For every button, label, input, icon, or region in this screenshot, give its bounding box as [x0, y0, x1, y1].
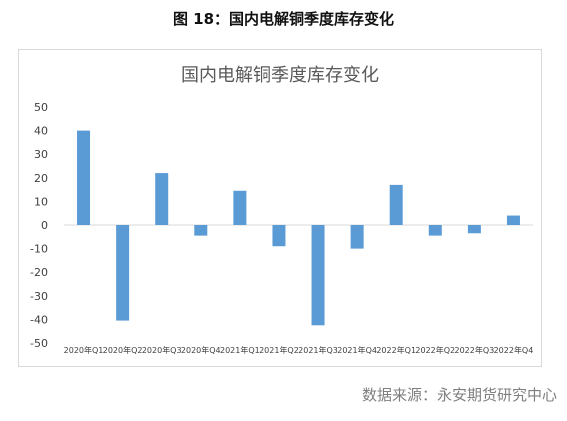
- bar-2022年Q1: [389, 184, 403, 225]
- bar-2020年Q4: [194, 225, 208, 236]
- y-tick-label: -30: [30, 290, 48, 303]
- bar-2021年Q4: [350, 225, 364, 249]
- y-tick-label: 30: [34, 148, 48, 161]
- bar-2022年Q2: [428, 225, 442, 236]
- y-tick-label: -20: [30, 266, 48, 279]
- bar-2022年Q4: [506, 215, 520, 225]
- x-tick-label: 2020年Q2: [103, 345, 143, 355]
- y-tick-label: 0: [41, 219, 48, 232]
- x-tick-label: 2021年Q4: [337, 345, 377, 355]
- chart-container: 国内电解铜季度库存变化 50 40 30 20 10 0 -10 -20 -30 -40 -50 20…: [18, 49, 542, 367]
- bar-chart: 50 40 30 20 10 0 -10 -20 -30 -40 -50 2020年Q1 2020年Q2…: [30, 101, 534, 355]
- x-tick-label: 2021年Q2: [259, 345, 299, 355]
- y-tick-label: -40: [30, 313, 48, 326]
- x-tick-label: 2022年Q2: [415, 345, 455, 355]
- x-tick-label: 2022年Q1: [376, 345, 416, 355]
- y-tick-label: -10: [30, 243, 48, 256]
- y-tick-label: 40: [34, 125, 48, 138]
- bar-2020年Q2: [116, 225, 130, 321]
- bar-2020年Q1: [77, 130, 91, 225]
- x-tick-label: 2021年Q3: [298, 345, 338, 355]
- bar-2022年Q3: [467, 225, 481, 234]
- chart-title: 国内电解铜季度库存变化: [181, 65, 379, 86]
- x-tick-label: 2020年Q1: [64, 345, 104, 355]
- x-tick-label: 2021年Q1: [220, 345, 260, 355]
- y-tick-label: -50: [30, 337, 48, 350]
- figure-caption: 图 18：国内电解铜季度库存变化: [172, 10, 395, 28]
- bar-2021年Q3: [311, 225, 325, 326]
- y-tick-label: 10: [34, 195, 48, 208]
- x-tick-label: 2020年Q3: [142, 345, 182, 355]
- bar-2020年Q3: [155, 173, 169, 225]
- bar-2021年Q2: [272, 225, 286, 247]
- x-tick-label: 2022年Q4: [494, 345, 534, 355]
- y-tick-label: 50: [34, 101, 48, 114]
- x-tick-label: 2022年Q3: [455, 345, 495, 355]
- y-tick-label: 20: [34, 172, 48, 185]
- x-tick-label: 2020年Q4: [181, 345, 221, 355]
- data-source: 数据来源：永安期货研究中心: [361, 386, 557, 404]
- bar-2021年Q1: [233, 190, 247, 225]
